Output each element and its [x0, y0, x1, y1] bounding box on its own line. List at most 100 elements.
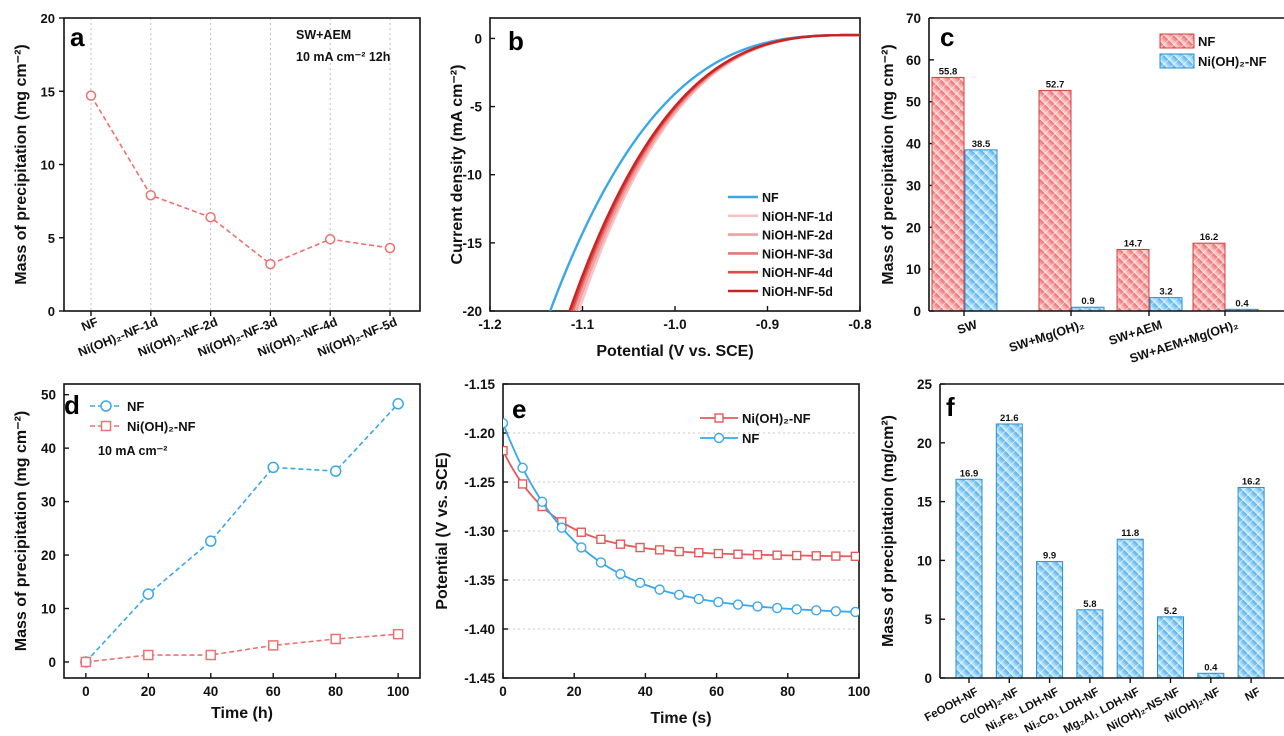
y-tick-label: 20 — [41, 11, 55, 26]
data-point — [791, 604, 802, 615]
y-tick-label: 10 — [917, 553, 932, 568]
data-point — [811, 551, 821, 561]
data-point — [595, 557, 607, 568]
panel-f: 051015202516.9FeOOH-NF21.6Co(OH)₂-NF9.9N… — [880, 377, 1284, 736]
y-tick-label: 70 — [906, 11, 921, 26]
y-tick-label: 25 — [917, 377, 933, 392]
legend-label: NF — [127, 399, 144, 414]
y-tick-label: 15 — [41, 84, 55, 99]
data-point — [265, 258, 276, 270]
x-tick-label: NF — [79, 315, 100, 334]
x-tick-label: -1.0 — [663, 317, 686, 332]
data-point — [324, 233, 336, 245]
data-point — [654, 545, 665, 555]
series-line — [90, 95, 391, 266]
series-line — [85, 633, 399, 663]
curves-group — [549, 33, 860, 311]
y-tick-label: 15 — [917, 495, 933, 510]
data-point — [693, 593, 704, 605]
bar — [1036, 561, 1064, 679]
y-tick-label: -1.25 — [464, 475, 495, 490]
x-tick-label: -0.9 — [756, 317, 779, 332]
legend-label: Ni(OH)₂-NF — [1198, 54, 1267, 69]
data-label: 5.2 — [1164, 606, 1177, 617]
y-tick-label: 20 — [917, 436, 932, 451]
panel-letter: d — [64, 390, 80, 420]
data-label: 5.8 — [1083, 599, 1096, 610]
data-point — [80, 656, 92, 668]
y-tick-label: 5 — [48, 231, 55, 246]
data-point — [771, 602, 783, 614]
y-axis-title: Mass of precipitation (mg cm⁻²) — [880, 44, 897, 284]
panel-letter: a — [70, 22, 85, 52]
data-point — [517, 479, 528, 489]
panel-c: 0 10 20 30 40 50 60 70 55.8 52.7 14.7 16.2 38.5 0.9 3.… — [880, 11, 1284, 366]
data-point — [831, 551, 841, 561]
data-label: 55.8 — [939, 66, 958, 77]
legend-label: Ni(OH)₂-NF — [742, 411, 811, 426]
plot-frame — [502, 383, 860, 679]
bar — [964, 149, 998, 312]
data-point — [576, 542, 587, 553]
x-tick-label: -1.2 — [478, 317, 501, 332]
legend-label: NF — [742, 431, 759, 446]
x-tick-label: 40 — [203, 684, 218, 699]
bar — [1116, 248, 1150, 312]
data-point — [143, 649, 154, 661]
data-label: 0.4 — [1235, 298, 1249, 309]
data-label: 21.6 — [1000, 413, 1019, 424]
x-tick-label: 20 — [141, 684, 156, 699]
y-axis-title: Potential (V vs. SCE) — [434, 452, 451, 609]
bar — [1076, 609, 1104, 679]
data-point — [674, 546, 684, 557]
data-point — [694, 548, 704, 558]
x-tick-label: 0 — [499, 684, 507, 699]
legend-label: NiOH-NF-3d — [762, 247, 833, 261]
data-point — [732, 599, 744, 610]
y-tick-label: 20 — [41, 548, 56, 563]
y-tick-label: -1.15 — [464, 377, 495, 392]
panel-letter: f — [946, 392, 955, 422]
data-label: 3.2 — [1159, 287, 1172, 298]
legend-marker — [100, 400, 112, 412]
data-point — [811, 605, 822, 616]
x-tick-label: SW — [955, 317, 979, 337]
data-label: 0.9 — [1081, 296, 1094, 307]
legend-marker — [713, 432, 725, 444]
y-tick-label: 0 — [924, 671, 932, 686]
bar — [1157, 616, 1184, 679]
panel-letter: e — [512, 394, 526, 424]
data-point — [792, 550, 802, 561]
x-tick-label: 60 — [266, 684, 281, 699]
x-tick-label: -0.8 — [848, 317, 872, 332]
y-tick-label: 40 — [41, 441, 56, 456]
y-tick-label: -1.20 — [464, 426, 495, 441]
data-point — [267, 640, 279, 651]
bar — [995, 423, 1023, 679]
y-tick-label: -10 — [462, 168, 482, 183]
data-point — [772, 550, 782, 560]
data-point — [205, 211, 216, 223]
y-tick-label: 40 — [906, 137, 921, 152]
data-point — [384, 242, 396, 254]
data-point — [733, 549, 743, 559]
y-tick-label: -1.40 — [464, 622, 495, 637]
data-point — [556, 522, 567, 533]
bar — [931, 76, 965, 312]
data-point — [752, 550, 763, 560]
y-tick-label: 20 — [906, 220, 921, 235]
bar — [955, 478, 983, 679]
annotation: 10 mA cm⁻² 12h — [296, 50, 390, 64]
legend-label: Ni(OH)₂-NF — [127, 419, 196, 434]
data-point — [85, 90, 97, 101]
x-tick-label: 40 — [638, 684, 653, 699]
y-tick-label: -1.35 — [464, 573, 495, 588]
y-tick-label: -20 — [462, 304, 482, 319]
data-point — [392, 628, 404, 640]
data-point — [674, 589, 685, 601]
data-point — [392, 398, 404, 410]
data-point — [596, 534, 606, 545]
panel-b: -1.2 -1.1 -1.0 -0.9 -0.8 -20 -15 -10 -5 0 NF NiOH-N… — [449, 17, 872, 360]
bar — [1116, 538, 1144, 679]
data-label: 11.8 — [1121, 528, 1139, 539]
